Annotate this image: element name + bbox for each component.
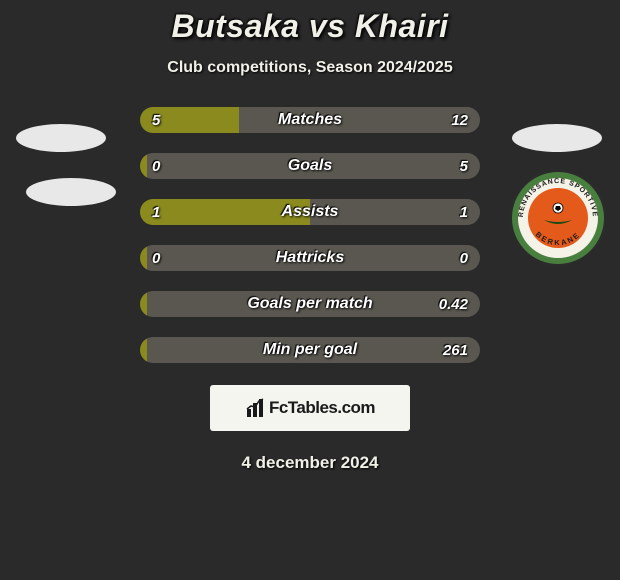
stat-row: 512Matches: [140, 107, 480, 133]
brand-bars-icon: [245, 397, 267, 419]
footer-date: 4 december 2024: [241, 453, 378, 473]
stats-area: 512Matches 05Goals 11Assists 00Hattricks 0.4…: [0, 107, 620, 363]
root-container: Butsaka vs Khairi Club competitions, Sea…: [0, 0, 620, 580]
stat-label: Goals: [140, 157, 480, 175]
stat-label: Matches: [140, 111, 480, 129]
stat-row: 0.42Goals per match: [140, 291, 480, 317]
brand-text: FcTables.com: [269, 398, 375, 418]
stat-row: 261Min per goal: [140, 337, 480, 363]
stat-label: Min per goal: [140, 341, 480, 359]
stat-label: Goals per match: [140, 295, 480, 313]
stat-row: 05Goals: [140, 153, 480, 179]
stat-row: 11Assists: [140, 199, 480, 225]
brand-box: FcTables.com: [210, 385, 410, 431]
stat-row: 00Hattricks: [140, 245, 480, 271]
page-title: Butsaka vs Khairi: [171, 8, 448, 45]
stat-label: Assists: [140, 203, 480, 221]
page-subtitle: Club competitions, Season 2024/2025: [167, 59, 452, 77]
stat-label: Hattricks: [140, 249, 480, 267]
